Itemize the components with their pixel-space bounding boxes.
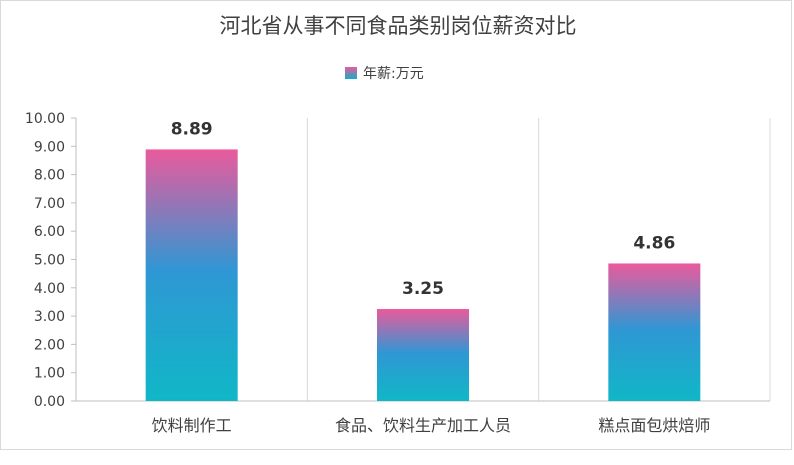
y-tick-label: 4.00: [34, 281, 65, 297]
chart-container: 河北省从事不同食品类别岗位薪资对比 年薪:万元 0.00 1.00 2.00 3.00…: [0, 0, 792, 450]
y-tick-label: 6.00: [34, 224, 65, 240]
legend-marker: [345, 67, 357, 79]
bar-layer: [145, 149, 701, 401]
label-layer: 8.89 饮料制作工 3.25 食品、饮料生产加工人员 4.86 糕点面包烘焙师: [152, 119, 711, 435]
bar-chart: 河北省从事不同食品类别岗位薪资对比 年薪:万元 0.00 1.00 2.00 3.00…: [25, 14, 771, 435]
bar: [377, 309, 469, 401]
bar: [608, 263, 701, 401]
y-tick-label: 1.00: [34, 366, 65, 382]
bar: [145, 149, 238, 401]
x-tick-label: 糕点面包烘焙师: [598, 416, 710, 435]
legend-entry-label: 年薪:万元: [363, 66, 424, 82]
y-tick-label: 3.00: [34, 309, 65, 325]
y-tick-label: 8.00: [34, 168, 65, 184]
chart-legend: 年薪:万元: [345, 66, 424, 82]
y-tick-label: 7.00: [34, 196, 65, 212]
data-label: 3.25: [402, 279, 444, 299]
data-label: 4.86: [633, 233, 675, 253]
x-tick-label: 食品、饮料生产加工人员: [335, 416, 511, 435]
grid-layer: [306, 118, 771, 401]
data-label: 8.89: [171, 119, 213, 139]
y-tick-label: 2.00: [34, 337, 65, 353]
x-tick-label: 饮料制作工: [152, 416, 232, 435]
y-tick-label: 10.00: [25, 111, 65, 127]
y-tick-label: 0.00: [34, 394, 65, 410]
y-tick-label: 9.00: [34, 139, 65, 155]
y-tick-label: 5.00: [34, 253, 65, 269]
chart-title: 河北省从事不同食品类别岗位薪资对比: [220, 14, 577, 38]
